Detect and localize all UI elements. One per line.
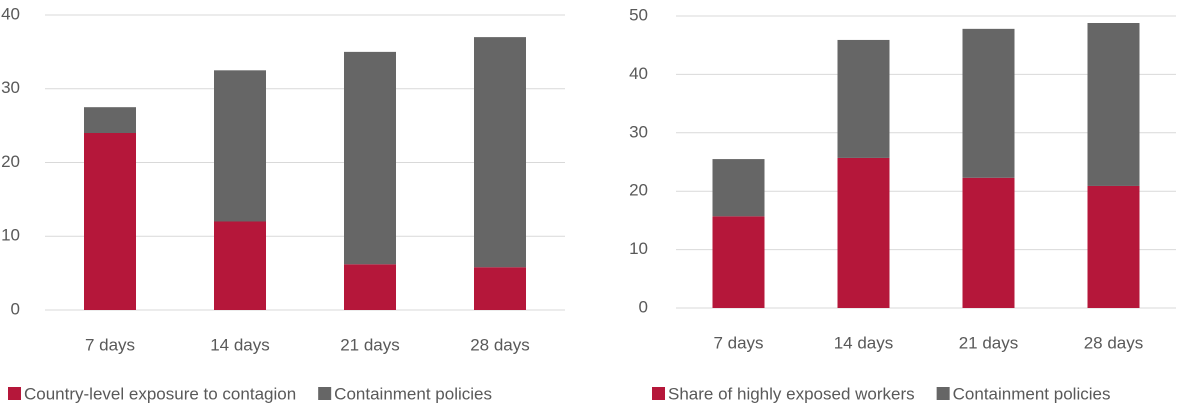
x-tick-label: 14 days (210, 335, 270, 354)
y-tick-label: 30 (1, 78, 20, 97)
bar-segment (962, 177, 1015, 308)
x-tick-label: 21 days (340, 335, 400, 354)
legend-swatch (8, 387, 21, 400)
y-tick-label: 0 (11, 299, 20, 318)
x-tick-label: 28 days (470, 335, 530, 354)
bar-segment (84, 107, 136, 133)
bar-segment (84, 133, 136, 310)
bar-segment (1087, 185, 1140, 308)
x-tick-label: 7 days (85, 335, 135, 354)
legend-swatch (318, 387, 332, 400)
y-tick-label: 0 (639, 297, 648, 316)
x-tick-label: 28 days (1084, 333, 1144, 352)
legend-label: Containment policies (334, 384, 492, 403)
bar-segment (474, 37, 526, 268)
y-tick-label: 50 (629, 5, 648, 24)
x-tick-label: 7 days (713, 333, 763, 352)
y-tick-label: 40 (1, 4, 20, 23)
bar-segment (837, 157, 890, 308)
legend-swatch (652, 387, 665, 400)
y-tick-label: 10 (629, 239, 648, 258)
y-tick-label: 40 (629, 64, 648, 83)
x-tick-label: 14 days (834, 333, 894, 352)
bar-segment (214, 70, 266, 222)
bar-segment (214, 221, 266, 310)
bar-segment (344, 51, 396, 265)
bar-segment (474, 267, 526, 310)
bar-segment (712, 159, 765, 217)
bar-segment (837, 39, 890, 158)
legend-label: Country-level exposure to contagion (24, 384, 296, 403)
bar-segment (712, 216, 765, 308)
bar-segment (962, 28, 1015, 178)
legend-label: Containment policies (953, 384, 1111, 403)
x-tick-label: 21 days (959, 333, 1019, 352)
y-tick-label: 20 (629, 181, 648, 200)
y-tick-label: 30 (629, 122, 648, 141)
y-tick-label: 20 (1, 152, 20, 171)
bar-segment (344, 264, 396, 310)
bar-segment (1087, 23, 1140, 186)
y-tick-label: 10 (1, 226, 20, 245)
legend-label: Share of highly exposed workers (668, 384, 915, 403)
legend-swatch (936, 387, 950, 400)
